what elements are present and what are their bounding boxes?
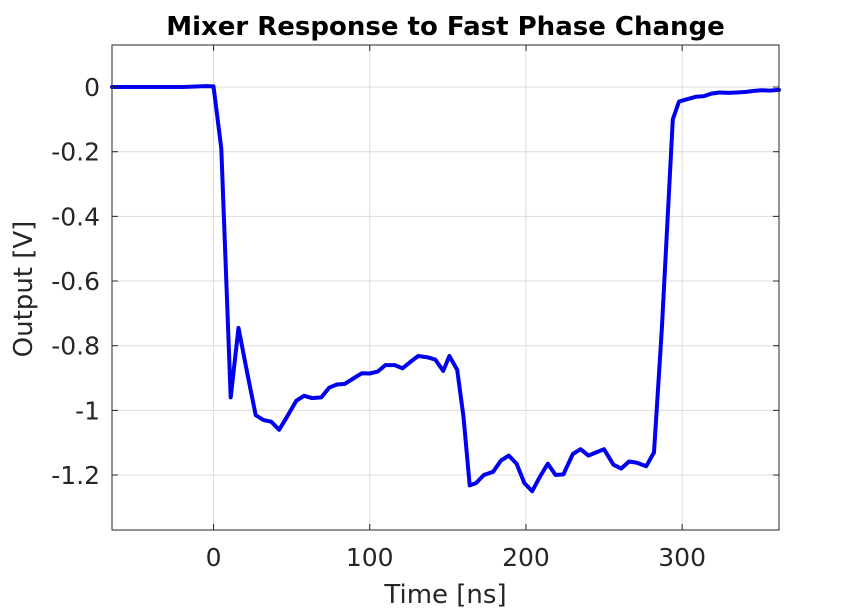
x-axis-label: Time [ns] [383,580,506,609]
x-axis-ticks: 0 100 200 300 [206,45,706,572]
x-tick-label: 200 [502,543,550,572]
x-tick-label: 0 [206,543,222,572]
y-axis-ticks: 0 -0.2 -0.4 -0.6 -0.8 -1 -1.2 [51,73,779,490]
grid [112,45,779,530]
series-group [110,84,781,494]
y-tick-label: -0.6 [51,267,100,296]
x-tick-label: 100 [346,543,394,572]
y-tick-label: -1 [75,396,100,425]
chart-title: Mixer Response to Fast Phase Change [166,12,725,42]
y-tick-label: -0.2 [51,138,100,167]
y-axis-label: Output [V] [9,221,39,358]
plot-area-border [111,44,780,531]
y-tick-label: -0.4 [51,202,100,231]
y-tick-label: 0 [84,73,100,102]
y-tick-label: -1.2 [51,461,100,490]
x-tick-label: 300 [658,543,706,572]
y-tick-label: -0.8 [51,332,100,361]
series-line [110,84,781,494]
